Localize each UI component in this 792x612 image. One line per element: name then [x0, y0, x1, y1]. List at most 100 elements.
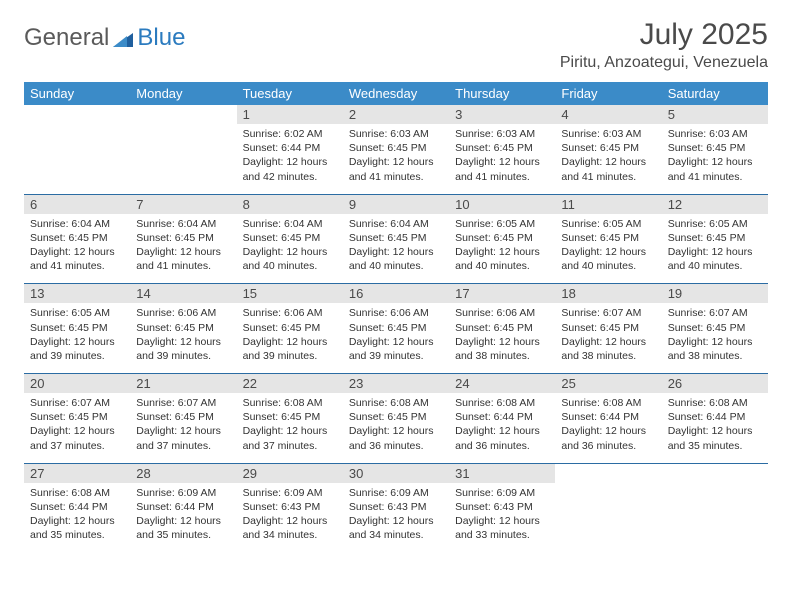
- day-info: [555, 483, 661, 541]
- daylight-line: Daylight: 12 hours and 37 minutes.: [243, 425, 328, 451]
- sunrise-line: Sunrise: 6:09 AM: [349, 487, 429, 499]
- sunset-line: Sunset: 6:44 PM: [668, 411, 746, 423]
- sunset-line: Sunset: 6:45 PM: [561, 232, 639, 244]
- day-number: 24: [449, 374, 555, 393]
- day-info: Sunrise: 6:09 AM Sunset: 6:44 PM Daylight:…: [130, 483, 236, 553]
- sunset-line: Sunset: 6:45 PM: [349, 232, 427, 244]
- calendar-week-row: 6Sunrise: 6:04 AMSunset: 6:45 PMDaylight…: [24, 194, 768, 284]
- day-number: 1: [237, 105, 343, 124]
- day-info: Sunrise: 6:08 AMSunset: 6:45 PMDaylight:…: [343, 393, 449, 463]
- sunrise-line: Sunrise: 6:04 AM: [30, 218, 110, 230]
- calendar-day-cell: 20Sunrise: 6:07 AMSunset: 6:45 PMDayligh…: [24, 374, 130, 464]
- sunset-line: Sunset: 6:45 PM: [668, 142, 746, 154]
- daylight-line: Daylight: 12 hours and 34 minutes.: [349, 515, 434, 541]
- sunrise-line: Sunrise: 6:09 AM: [455, 487, 535, 499]
- day-info: Sunrise: 6:05 AMSunset: 6:45 PMDaylight:…: [24, 303, 130, 373]
- sunrise-line: Sunrise: 6:04 AM: [243, 218, 323, 230]
- calendar-day-cell: 9 Sunrise: 6:04 AM Sunset: 6:45 PM Daylight…: [343, 194, 449, 284]
- calendar-day-cell: 11Sunrise: 6:05 AMSunset: 6:45 PMDayligh…: [555, 194, 661, 284]
- sunrise-line: Sunrise: 6:07 AM: [668, 307, 748, 319]
- sunrise-line: Sunrise: 6:03 AM: [349, 128, 429, 140]
- logo: General Blue: [24, 18, 185, 52]
- day-info: Sunrise: 6:03 AM Sunset: 6:45 PM Daylight:…: [343, 124, 449, 194]
- day-number: 9: [343, 195, 449, 214]
- day-info: Sunrise: 6:09 AM Sunset: 6:43 PM Daylight:…: [343, 483, 449, 553]
- day-number: 28: [130, 464, 236, 483]
- daylight-line: Daylight: 12 hours and 41 minutes.: [455, 156, 540, 182]
- month-title: July 2025: [560, 18, 768, 52]
- calendar-day-cell: 29Sunrise: 6:09 AMSunset: 6:43 PMDayligh…: [237, 463, 343, 552]
- calendar-day-cell: 10Sunrise: 6:05 AMSunset: 6:45 PMDayligh…: [449, 194, 555, 284]
- day-number: 27: [24, 464, 130, 483]
- daylight-line: Daylight: 12 hours and 39 minutes.: [349, 336, 434, 362]
- day-info: Sunrise: 6:04 AMSunset: 6:45 PMDaylight:…: [130, 214, 236, 284]
- sunset-line: Sunset: 6:45 PM: [455, 142, 533, 154]
- day-number: 7: [130, 195, 236, 214]
- calendar-day-cell: 13Sunrise: 6:05 AMSunset: 6:45 PMDayligh…: [24, 284, 130, 374]
- calendar-day-cell: 27Sunrise: 6:08 AMSunset: 6:44 PMDayligh…: [24, 463, 130, 552]
- daylight-line: Daylight: 12 hours and 41 minutes.: [349, 156, 434, 182]
- day-number: 6: [24, 195, 130, 214]
- sunset-line: Sunset: 6:43 PM: [349, 501, 427, 513]
- sunrise-line: Sunrise: 6:05 AM: [455, 218, 535, 230]
- weekday-header: Monday: [130, 82, 236, 105]
- weekday-header: Sunday: [24, 82, 130, 105]
- day-info: Sunrise: 6:05 AMSunset: 6:45 PMDaylight:…: [662, 214, 768, 284]
- day-info: Sunrise: 6:08 AMSunset: 6:44 PMDaylight:…: [24, 483, 130, 553]
- daylight-line: Daylight: 12 hours and 38 minutes.: [455, 336, 540, 362]
- calendar-day-cell: 8Sunrise: 6:04 AMSunset: 6:45 PMDaylight…: [237, 194, 343, 284]
- sunset-line: Sunset: 6:43 PM: [243, 501, 321, 513]
- sunset-line: Sunset: 6:45 PM: [349, 411, 427, 423]
- sunrise-line: Sunrise: 6:09 AM: [136, 487, 216, 499]
- sunrise-line: Sunrise: 6:08 AM: [668, 397, 748, 409]
- calendar-table: SundayMondayTuesdayWednesdayThursdayFrid…: [24, 82, 768, 552]
- calendar-day-cell: 6Sunrise: 6:04 AMSunset: 6:45 PMDaylight…: [24, 194, 130, 284]
- sunrise-line: Sunrise: 6:08 AM: [243, 397, 323, 409]
- sunrise-line: Sunrise: 6:04 AM: [349, 218, 429, 230]
- day-info: [130, 124, 236, 182]
- daylight-line: Daylight: 12 hours and 40 minutes.: [349, 246, 434, 272]
- day-info: Sunrise: 6:08 AM Sunset: 6:44 PM Daylight:…: [662, 393, 768, 463]
- daylight-line: Daylight: 12 hours and 37 minutes.: [30, 425, 115, 451]
- sunset-line: Sunset: 6:44 PM: [455, 411, 533, 423]
- day-info: Sunrise: 6:05 AMSunset: 6:45 PMDaylight:…: [449, 214, 555, 284]
- day-info: Sunrise: 6:07 AMSunset: 6:45 PMDaylight:…: [130, 393, 236, 463]
- day-number: 12: [662, 195, 768, 214]
- sunrise-line: Sunrise: 6:06 AM: [455, 307, 535, 319]
- calendar-day-cell: 18Sunrise: 6:07 AMSunset: 6:45 PMDayligh…: [555, 284, 661, 374]
- day-number: 2: [343, 105, 449, 124]
- daylight-line: Daylight: 12 hours and 41 minutes.: [561, 156, 646, 182]
- weekday-header: Saturday: [662, 82, 768, 105]
- day-info: Sunrise: 6:02 AMSunset: 6:44 PMDaylight:…: [237, 124, 343, 194]
- sunrise-line: Sunrise: 6:07 AM: [30, 397, 110, 409]
- sunset-line: Sunset: 6:43 PM: [455, 501, 533, 513]
- daylight-line: Daylight: 12 hours and 35 minutes.: [30, 515, 115, 541]
- sunrise-line: Sunrise: 6:03 AM: [561, 128, 641, 140]
- day-number: 14: [130, 284, 236, 303]
- sunrise-line: Sunrise: 6:08 AM: [561, 397, 641, 409]
- daylight-line: Daylight: 12 hours and 35 minutes.: [668, 425, 753, 451]
- sunrise-line: Sunrise: 6:07 AM: [561, 307, 641, 319]
- calendar-day-cell: [24, 105, 130, 194]
- day-info: Sunrise: 6:07 AMSunset: 6:45 PMDaylight:…: [555, 303, 661, 373]
- calendar-day-cell: 14Sunrise: 6:06 AMSunset: 6:45 PMDayligh…: [130, 284, 236, 374]
- day-number: 15: [237, 284, 343, 303]
- sunset-line: Sunset: 6:45 PM: [455, 232, 533, 244]
- calendar-day-cell: 23Sunrise: 6:08 AMSunset: 6:45 PMDayligh…: [343, 374, 449, 464]
- header: General Blue July 2025 Piritu, Anzoategu…: [24, 18, 768, 72]
- daylight-line: Daylight: 12 hours and 39 minutes.: [243, 336, 328, 362]
- daylight-line: Daylight: 12 hours and 36 minutes.: [561, 425, 646, 451]
- calendar-day-cell: [662, 463, 768, 552]
- day-number: 29: [237, 464, 343, 483]
- calendar-day-cell: 16Sunrise: 6:06 AMSunset: 6:45 PMDayligh…: [343, 284, 449, 374]
- sunset-line: Sunset: 6:45 PM: [349, 322, 427, 334]
- calendar-day-cell: [130, 105, 236, 194]
- sunrise-line: Sunrise: 6:05 AM: [561, 218, 641, 230]
- daylight-line: Daylight: 12 hours and 38 minutes.: [561, 336, 646, 362]
- sunset-line: Sunset: 6:45 PM: [349, 142, 427, 154]
- day-info: [24, 124, 130, 182]
- logo-text-blue: Blue: [137, 24, 185, 52]
- daylight-line: Daylight: 12 hours and 35 minutes.: [136, 515, 221, 541]
- sunset-line: Sunset: 6:44 PM: [136, 501, 214, 513]
- daylight-line: Daylight: 12 hours and 39 minutes.: [30, 336, 115, 362]
